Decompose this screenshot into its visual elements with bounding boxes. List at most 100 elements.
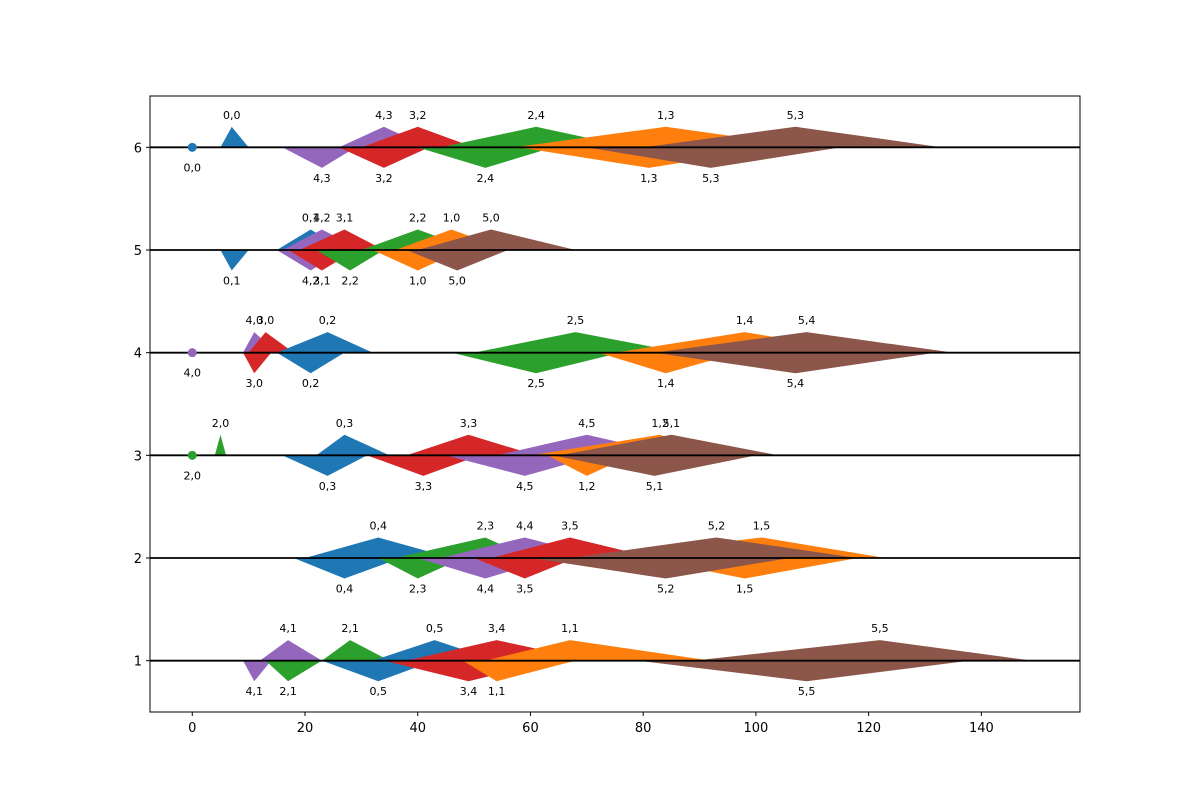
point-label: 0,1 <box>302 211 320 224</box>
shape-0-2-above <box>276 332 373 353</box>
point-label: 4,2 <box>302 275 320 288</box>
shape-4-1-above <box>259 640 322 661</box>
point-label: 1,4 <box>736 314 754 327</box>
shape-3-0-above <box>248 332 294 353</box>
point-label: 0,3 <box>336 417 354 430</box>
point-label: 2,4 <box>477 172 495 185</box>
point-label: 1,0 <box>443 211 461 224</box>
origin-dot-0-0 <box>187 142 197 152</box>
point-label: 0,2 <box>302 377 320 390</box>
point-label: 5,1 <box>646 480 664 493</box>
point-label: 0,3 <box>319 480 337 493</box>
point-label: 3,0 <box>257 314 275 327</box>
point-label: 2,1 <box>341 622 359 635</box>
point-label: 0,5 <box>370 685 388 698</box>
x-tick-label: 100 <box>743 721 768 736</box>
point-label: 5,2 <box>708 519 726 532</box>
shape-5-4-above <box>654 332 954 353</box>
axes-frame <box>149 95 1081 713</box>
y-tick-label: 6 <box>134 141 142 156</box>
x-axis: 0 20 40 60 80 100 120 140 <box>188 712 994 736</box>
y-tick-label: 5 <box>134 244 142 259</box>
point-label: 3,1 <box>313 275 331 288</box>
x-tick-label: 140 <box>969 721 994 736</box>
point-label: 2,2 <box>341 275 359 288</box>
point-label: 1,4 <box>657 377 675 390</box>
shape-3-0-below <box>243 352 272 374</box>
shape-3-3-above <box>406 434 537 456</box>
x-tick-label: 80 <box>635 721 652 736</box>
shape-3-5-below <box>474 558 576 579</box>
shape-2-5-above <box>474 332 683 353</box>
point-label: 3,1 <box>336 211 354 224</box>
point-label: 1,0 <box>409 275 427 288</box>
point-label: 4,0 <box>184 367 202 380</box>
point-label: 5,4 <box>798 314 816 327</box>
point-label: 5,2 <box>657 583 675 596</box>
point-label: 0,2 <box>319 314 337 327</box>
point-label: 2,0 <box>212 417 230 430</box>
point-label: 0,5 <box>426 622 444 635</box>
x-tick-label: 0 <box>188 721 196 736</box>
point-label: 0,4 <box>336 583 354 596</box>
point-label: 3,3 <box>460 417 478 430</box>
shape-2-5-below <box>451 352 621 374</box>
point-label: 3,4 <box>488 622 506 635</box>
point-label: 2,3 <box>409 583 427 596</box>
point-label: 4,1 <box>279 622 297 635</box>
shape-5-1-above <box>558 434 779 456</box>
shape-2-0-above <box>214 434 227 456</box>
shape-0-2-below <box>276 352 345 374</box>
shape-5-2-below <box>530 558 790 579</box>
shape-0-1-below <box>220 250 249 271</box>
point-label: 5,0 <box>482 211 500 224</box>
point-label: 2,5 <box>567 314 585 327</box>
point-label: 3,0 <box>246 377 264 390</box>
point-label: 3,2 <box>409 109 427 122</box>
labels-layer: 0,0 4,0 2,0 0,0 4,3 4,3 3,2 3,2 2,4 2,4 1,3 1,3 5,3 5… <box>184 109 889 698</box>
point-label: 5,1 <box>663 417 681 430</box>
point-label: 1,5 <box>736 583 754 596</box>
point-label: 3,5 <box>561 519 579 532</box>
point-label: 2,2 <box>409 211 427 224</box>
point-label: 2,0 <box>184 469 202 482</box>
shape-0-0-above <box>220 126 249 148</box>
point-label: 1,3 <box>640 172 658 185</box>
point-label: 2,5 <box>527 377 545 390</box>
shape-5-0-below <box>406 250 508 271</box>
shape-5-4-below <box>654 352 937 374</box>
origin-dot-4-0 <box>187 348 197 358</box>
shapes-layer <box>214 126 1033 682</box>
shape-0-3-below <box>282 455 367 476</box>
point-label: 4,5 <box>516 480 534 493</box>
shape-5-3-above <box>643 126 942 148</box>
point-label: 4,3 <box>375 109 393 122</box>
point-label: 4,3 <box>313 172 331 185</box>
shape-4-1-below <box>243 660 272 682</box>
point-label: 4,5 <box>578 417 596 430</box>
shape-3-2-above <box>361 126 475 148</box>
point-label: 1,2 <box>651 417 669 430</box>
point-label: 5,3 <box>787 109 805 122</box>
point-label: 2,3 <box>477 519 495 532</box>
shape-5-5-above <box>693 640 1033 661</box>
y-tick-label: 3 <box>134 449 142 464</box>
point-label: 4,0 <box>246 314 264 327</box>
point-label: 2,1 <box>279 685 297 698</box>
plot-area: 0,0 4,0 2,0 0,0 4,3 4,3 3,2 3,2 2,4 2,4 1,3 1,3 5,3 5… <box>150 109 1080 698</box>
y-axis: 1 2 3 4 5 6 <box>134 141 150 670</box>
origin-dot-2-0 <box>187 450 197 460</box>
point-label: 1,1 <box>488 685 506 698</box>
x-tick-label: 120 <box>856 721 881 736</box>
shape-0-4-below <box>293 558 401 579</box>
point-label: 3,3 <box>415 480 433 493</box>
point-label: 1,1 <box>561 622 579 635</box>
point-label: 5,4 <box>787 377 805 390</box>
shape-1-1-above <box>485 640 711 661</box>
point-label: 0,1 <box>223 275 241 288</box>
shape-5-1-below <box>553 455 756 476</box>
shape-2-4-below <box>417 147 553 168</box>
point-label: 3,5 <box>516 583 534 596</box>
shape-0-3-above <box>316 434 390 456</box>
